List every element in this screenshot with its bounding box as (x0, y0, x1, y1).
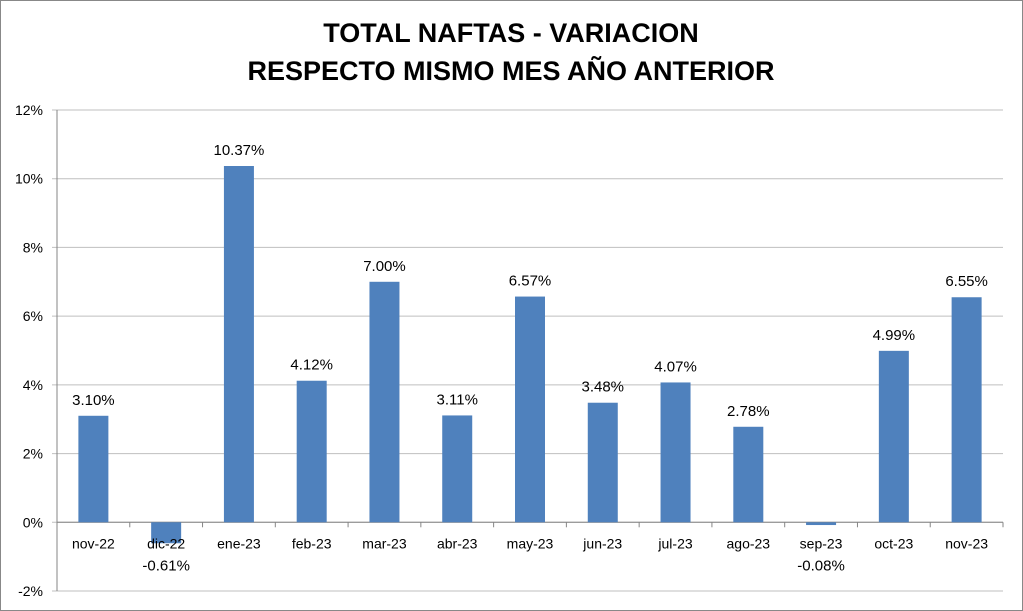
bar (442, 415, 473, 523)
data-label: -0.08% (797, 557, 845, 574)
data-label: 10.37% (213, 142, 264, 159)
y-tick-label: -2% (18, 583, 43, 599)
data-label: 3.11% (437, 391, 478, 408)
y-tick-label: 12% (15, 102, 43, 118)
x-tick-label: abr-23 (437, 535, 478, 551)
x-tick-label: dic-22 (147, 535, 185, 551)
x-tick-label: oct-23 (874, 535, 913, 551)
y-tick-label: 10% (15, 171, 43, 187)
x-tick-label: nov-22 (72, 535, 115, 551)
y-tick-label: 6% (23, 308, 43, 324)
bar (806, 522, 837, 526)
bar (223, 166, 254, 523)
bar (733, 426, 764, 523)
bar (951, 297, 982, 523)
data-label: -0.61% (142, 557, 190, 574)
y-tick-label: 2% (23, 446, 43, 462)
x-tick-label: feb-23 (292, 535, 332, 551)
y-tick-label: 4% (23, 377, 43, 393)
data-label: 3.48% (581, 379, 624, 396)
x-tick-label: may-23 (507, 535, 554, 551)
data-label: 4.07% (654, 358, 697, 375)
bar (78, 415, 109, 523)
data-label: 6.57% (509, 273, 552, 290)
bar (369, 281, 400, 523)
x-tick-label: ene-23 (217, 535, 261, 551)
bar (296, 380, 327, 523)
data-label: 3.10% (72, 392, 115, 409)
bar (151, 522, 182, 544)
y-tick-label: 8% (23, 239, 43, 255)
x-tick-label: jul-23 (657, 535, 692, 551)
x-tick-label: jun-23 (582, 535, 622, 551)
data-label: 2.78% (727, 403, 770, 420)
bar (878, 350, 909, 523)
x-tick-label: mar-23 (362, 535, 407, 551)
x-tick-label: nov-23 (945, 535, 988, 551)
x-tick-label: ago-23 (727, 535, 771, 551)
data-label: 7.00% (363, 258, 406, 275)
y-tick-label: 0% (23, 514, 43, 530)
data-label: 4.99% (873, 327, 916, 344)
bar (587, 402, 618, 523)
data-label: 4.12% (290, 357, 333, 374)
data-label: 6.55% (945, 273, 988, 290)
chart-title-line-2: RESPECTO MISMO MES AÑO ANTERIOR (247, 55, 774, 86)
chart-title-line-1: TOTAL NAFTAS - VARIACION (323, 18, 698, 48)
bar (660, 382, 691, 523)
bar (515, 296, 545, 523)
x-tick-label: sep-23 (800, 535, 843, 551)
